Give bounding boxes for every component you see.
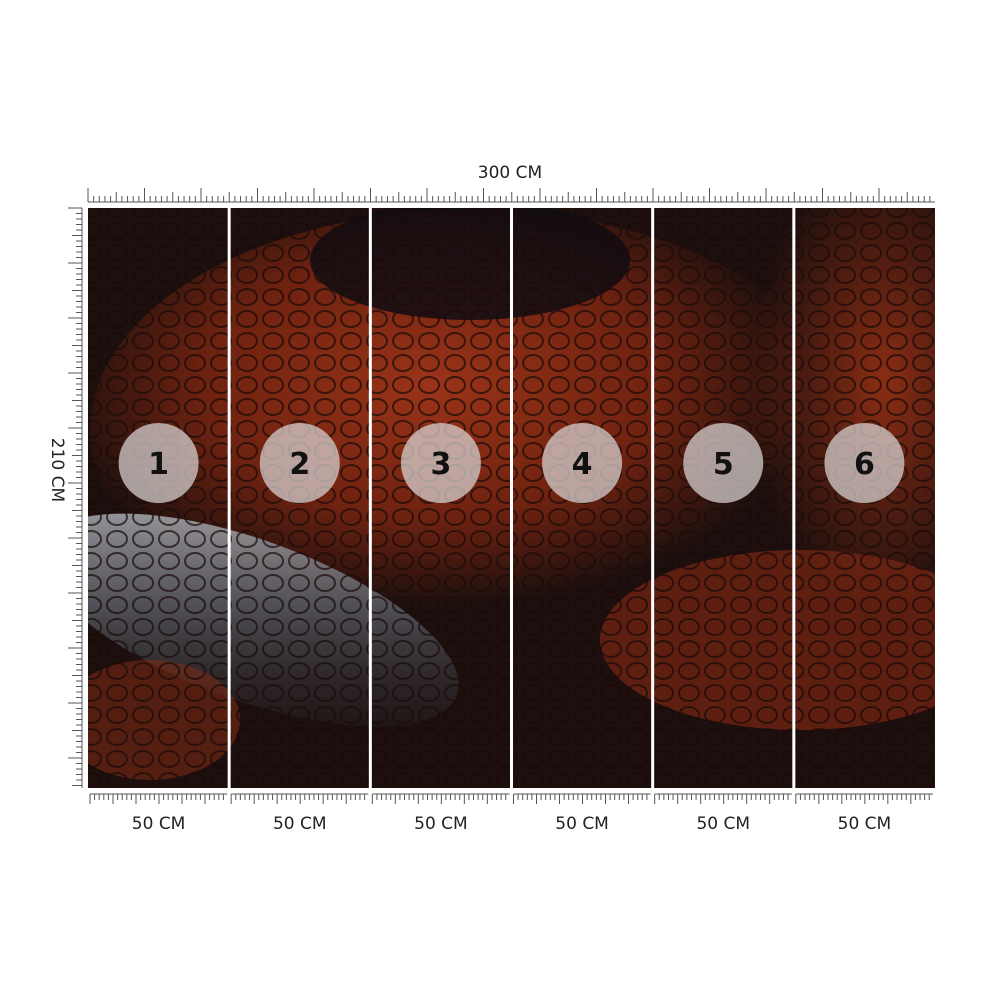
panel-divider [368,208,372,788]
height-label: 210 CM [47,438,67,502]
panel: 3 50 CM [400,423,481,834]
panel-dividers [227,208,796,788]
panel-number: 1 [148,447,169,482]
panel: 4 50 CM [542,423,623,834]
panel-width-label: 50 CM [414,814,468,834]
width-label: 300 CM [478,163,542,183]
panel-badge [824,423,905,503]
panel-badge [683,423,764,503]
panel-width-label: 50 CM [838,814,892,834]
panel: 6 50 CM [824,423,905,834]
panel-badge [400,423,481,503]
panel: 1 50 CM [118,423,199,834]
panel-divider [227,208,231,788]
panel-divider [651,208,655,788]
panel-width-label: 50 CM [132,814,186,834]
panel-number: 3 [430,447,451,482]
panel-number: 5 [713,447,734,482]
panel-width-label: 50 CM [273,814,327,834]
panel-badge [259,423,340,503]
rulers [68,188,935,804]
panel-number: 2 [289,447,310,482]
panel-number: 4 [572,447,593,482]
panel-divider [792,208,796,788]
panel-width-label: 50 CM [696,814,750,834]
panel-number: 6 [854,447,875,482]
panel-badge [542,423,623,503]
panel-width-label: 50 CM [555,814,609,834]
panel: 2 50 CM [259,423,340,834]
panel: 5 50 CM [683,423,764,834]
panel-divider [510,208,513,788]
panel-badge [118,423,199,503]
